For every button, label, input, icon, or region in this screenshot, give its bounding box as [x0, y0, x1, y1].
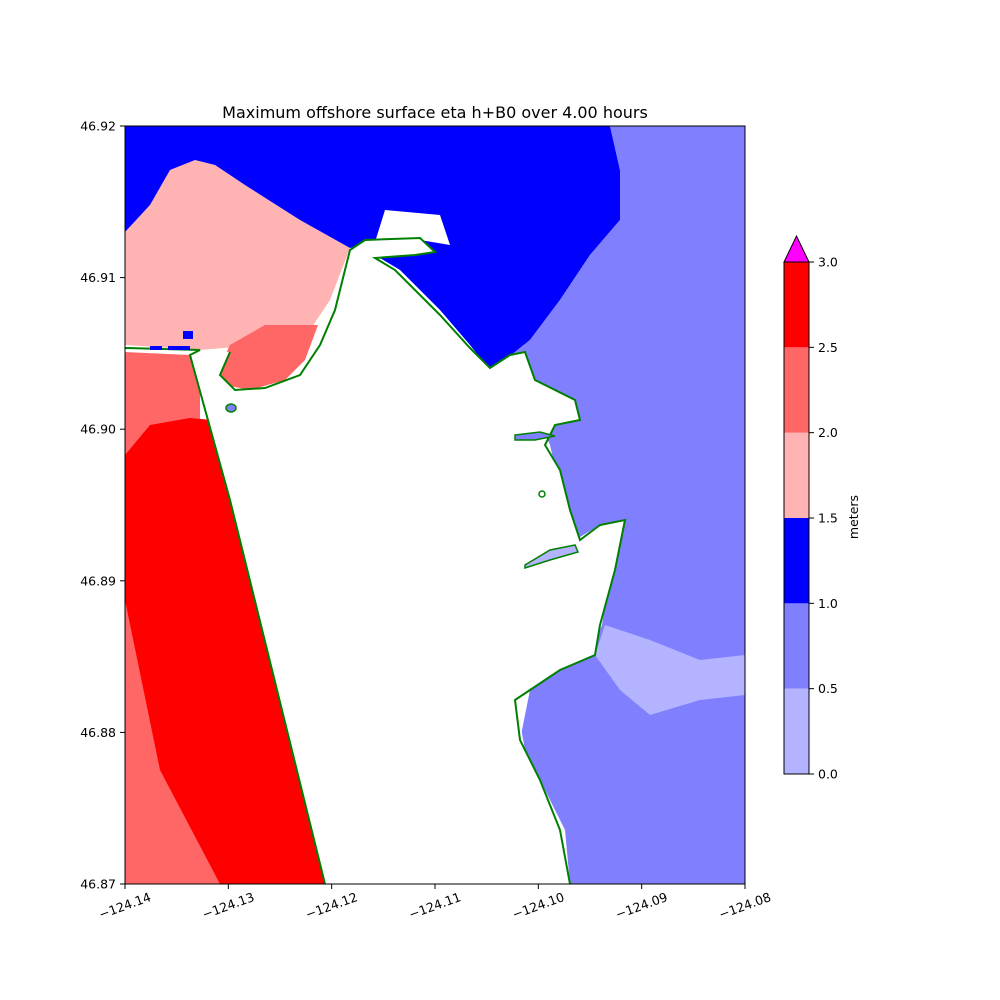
region-band-0.0-0.5-plume: [595, 625, 745, 715]
map-area: [125, 126, 745, 884]
colorbar-tick-label: 1.5: [818, 511, 838, 526]
x-tick-label: −124.12: [303, 889, 359, 922]
island: [538, 490, 546, 498]
x-tick-label: −124.09: [613, 889, 669, 922]
colorbar-tick-label: 1.0: [818, 596, 838, 611]
x-tick-label: −124.13: [200, 889, 256, 922]
region-band-1.5-2.0-northwest: [125, 160, 350, 350]
colorbar-segment: [784, 688, 809, 774]
island: [524, 544, 580, 570]
y-tick-label: 46.89: [80, 573, 116, 588]
x-tick-label: −124.14: [97, 889, 153, 922]
colorbar-tick-label: 2.5: [818, 340, 838, 355]
y-tick-label: 46.87: [80, 877, 116, 892]
y-tick-label: 46.90: [80, 422, 116, 437]
blue-marker: [150, 346, 162, 350]
colorbar-label: meters: [846, 495, 861, 539]
region-band-2.5-3.0-coast: [125, 418, 325, 884]
x-axis: −124.14 −124.13 −124.12 −124.11 −124.10 −124.…: [97, 884, 773, 922]
map-title: Maximum offshore surface eta h+B0 over 4…: [222, 103, 648, 122]
colorbar-tick-label: 3.0: [818, 255, 838, 270]
x-tick-label: −124.08: [717, 889, 773, 922]
blue-marker: [183, 331, 193, 339]
y-tick-label: 46.88: [80, 725, 116, 740]
region-band-1.0-1.5-north: [125, 126, 620, 368]
island: [225, 403, 237, 413]
blue-marker: [168, 346, 190, 350]
colorbar: 0.0 0.5 1.0 1.5 2.0 2.5 3.0: [783, 234, 838, 782]
colorbar-extend-triangle: [783, 234, 810, 263]
island: [514, 431, 556, 441]
colorbar-segment: [784, 347, 809, 433]
colorbar-tick-label: 2.0: [818, 425, 838, 440]
region-band-2.0-2.5-bay: [218, 325, 318, 390]
y-axis: 46.87 46.88 46.89 46.90 46.91 46.92: [80, 119, 125, 892]
colorbar-segment: [784, 518, 809, 604]
colorbar-tick-label: 0.5: [818, 681, 838, 696]
x-tick-label: −124.10: [510, 889, 566, 922]
y-tick-label: 46.91: [80, 270, 116, 285]
colorbar-segment: [784, 603, 809, 689]
shoreline-bay: [218, 236, 627, 884]
x-tick-label: −124.11: [407, 889, 463, 922]
y-tick-label: 46.92: [80, 119, 116, 134]
colorbar-segment: [784, 432, 809, 518]
colorbar-segment: [784, 262, 809, 348]
colorbar-tick-label: 0.0: [818, 767, 838, 782]
land-mass: [125, 238, 625, 884]
